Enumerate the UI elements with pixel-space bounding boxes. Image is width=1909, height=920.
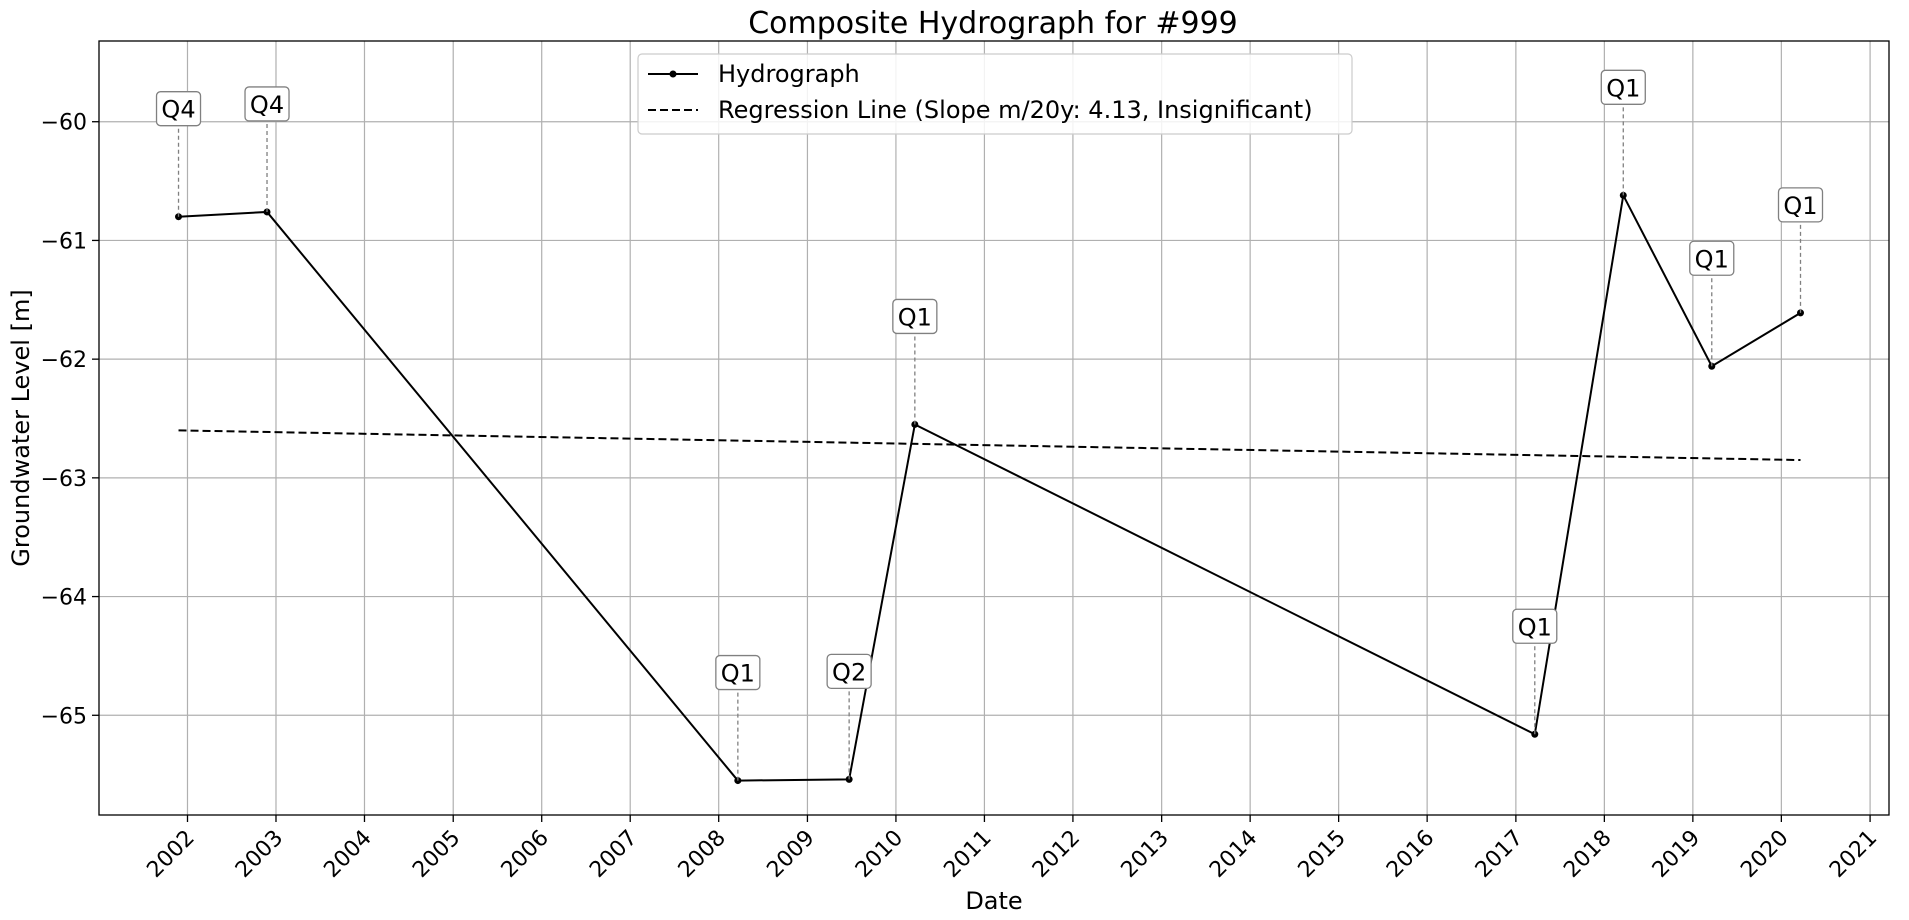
annotation-label: Q1 xyxy=(1606,74,1640,102)
legend: Hydrograph Regression Line (Slope m/20y:… xyxy=(637,53,1353,135)
x-tick-label: 2007 xyxy=(585,826,642,883)
annotation-label: Q1 xyxy=(898,303,932,331)
x-tick-label: 2013 xyxy=(1117,826,1174,883)
x-tick-label: 2002 xyxy=(142,826,199,883)
x-tick-label: 2015 xyxy=(1294,826,1351,883)
annotation-box xyxy=(1600,69,1646,105)
annotation-box xyxy=(715,654,761,691)
legend-hydrograph-label: Hydrograph xyxy=(718,60,860,88)
x-tick-label: 2020 xyxy=(1736,826,1793,883)
x-tick-label: 2006 xyxy=(497,826,554,883)
legend-hydrograph-marker xyxy=(669,70,677,78)
x-tick-label: 2011 xyxy=(939,826,996,883)
x-tick-label: 2019 xyxy=(1648,826,1705,883)
y-tick-label: −60 xyxy=(41,111,87,136)
x-tick-label: 2021 xyxy=(1825,826,1882,883)
annotation-box xyxy=(1689,240,1735,276)
point-annotations: Q4 Q4 Q1 Q2 Q1 Q1 Q1 Q1 Q1 xyxy=(155,69,1824,781)
axis-ticks: 2002 2003 2004 2005 2006 2007 2008 2009 2010 2011… xyxy=(41,111,1883,883)
x-tick-label: 2004 xyxy=(319,826,376,883)
legend-regression-label: Regression Line (Slope m/20y: 4.13, Insi… xyxy=(718,96,1313,124)
annotation-label: Q4 xyxy=(161,96,195,124)
x-tick-label: 2012 xyxy=(1028,826,1085,883)
annotation-label: Q1 xyxy=(1783,192,1817,220)
x-tick-label: 2014 xyxy=(1205,826,1262,883)
x-tick-label: 2010 xyxy=(851,826,908,883)
y-tick-label: −63 xyxy=(41,467,87,492)
hydrograph-line xyxy=(178,192,1802,782)
x-tick-label: 2016 xyxy=(1382,826,1439,883)
x-tick-label: 2018 xyxy=(1559,826,1616,883)
grid xyxy=(99,41,1889,815)
x-tick-label: 2005 xyxy=(408,826,465,883)
x-axis-label: Date xyxy=(965,887,1022,915)
plot-frame xyxy=(98,40,1890,816)
series-layer xyxy=(175,191,1805,785)
chart-title: Composite Hydrograph for #999 xyxy=(748,6,1238,41)
annotation-label: Q1 xyxy=(1518,613,1552,641)
y-tick-label: −62 xyxy=(41,348,87,373)
annotation-box xyxy=(892,298,938,335)
annotation-box xyxy=(826,653,872,690)
x-tick-label: 2017 xyxy=(1471,826,1528,883)
annotation-box xyxy=(155,91,202,127)
x-tick-label: 2008 xyxy=(674,826,731,883)
y-tick-label: −64 xyxy=(41,586,87,611)
y-tick-label: −61 xyxy=(41,229,87,254)
legend-box xyxy=(637,53,1353,135)
annotation-box xyxy=(1512,608,1558,644)
annotation-box xyxy=(244,86,290,122)
x-tick-label: 2009 xyxy=(762,826,819,883)
annotation-label: Q1 xyxy=(721,660,755,688)
annotation-label: Q2 xyxy=(832,658,866,686)
y-tick-label: −65 xyxy=(41,704,87,729)
annotation-box xyxy=(1777,187,1824,223)
x-tick-label: 2003 xyxy=(231,826,288,883)
annotation-label: Q4 xyxy=(250,91,284,119)
regression-line xyxy=(178,429,1801,462)
y-axis-label: Groundwater Level [m] xyxy=(7,289,35,566)
annotation-label: Q1 xyxy=(1695,245,1729,273)
